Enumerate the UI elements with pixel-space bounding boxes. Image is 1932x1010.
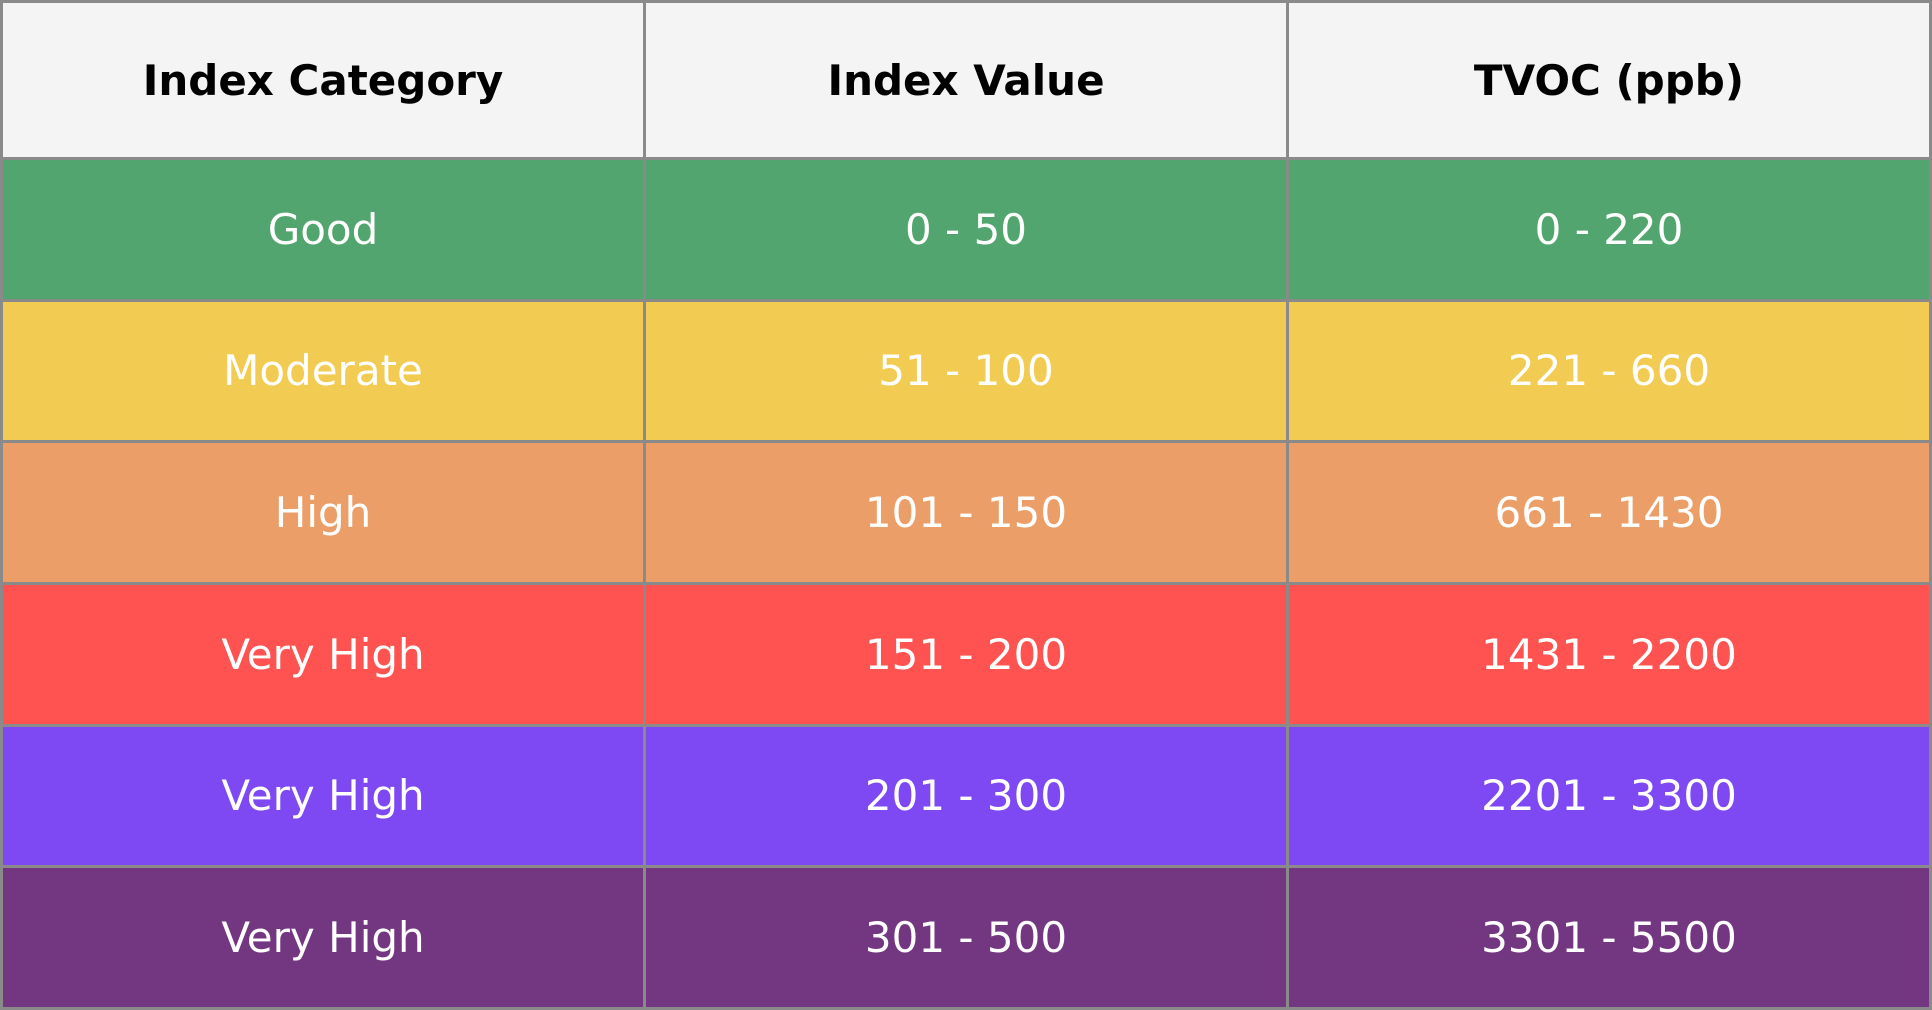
table-cell: 1431 - 2200 — [1286, 581, 1932, 727]
table-cell: 661 - 1430 — [1286, 440, 1932, 585]
table-cell: 2201 - 3300 — [1286, 723, 1932, 869]
table-row: Very High 301 - 500 3301 - 5500 — [0, 865, 1932, 1010]
table-cell: 201 - 300 — [643, 723, 1289, 869]
table-cell: Very High — [0, 581, 646, 727]
table-cell: 51 - 100 — [643, 298, 1289, 444]
table-cell: 0 - 50 — [643, 157, 1289, 302]
table-cell: 301 - 500 — [643, 865, 1289, 1010]
table-row: Moderate 51 - 100 221 - 660 — [0, 298, 1932, 444]
table-row: High 101 - 150 661 - 1430 — [0, 440, 1932, 585]
header-cell: Index Value — [643, 0, 1289, 160]
table-row: Very High 201 - 300 2201 - 3300 — [0, 723, 1932, 869]
table-cell: 0 - 220 — [1286, 157, 1932, 302]
table-cell: Moderate — [0, 298, 646, 444]
table-row: Very High 151 - 200 1431 - 2200 — [0, 581, 1932, 727]
table-cell: High — [0, 440, 646, 585]
table-body: Good 0 - 50 0 - 220 Moderate 51 - 100 221 - 6… — [0, 157, 1932, 1010]
table-row: Good 0 - 50 0 - 220 — [0, 157, 1932, 302]
header-row: Index Category Index Value TVOC (ppb) — [0, 0, 1932, 160]
table-header: Index Category Index Value TVOC (ppb) — [0, 0, 1932, 160]
table-cell: Good — [0, 157, 646, 302]
table-cell: 151 - 200 — [643, 581, 1289, 727]
header-cell: Index Category — [0, 0, 646, 160]
table-cell: Very High — [0, 723, 646, 869]
table-cell: 101 - 150 — [643, 440, 1289, 585]
header-cell: TVOC (ppb) — [1286, 0, 1932, 160]
table-cell: 3301 - 5500 — [1286, 865, 1932, 1010]
table-cell: Very High — [0, 865, 646, 1010]
table-cell: 221 - 660 — [1286, 298, 1932, 444]
